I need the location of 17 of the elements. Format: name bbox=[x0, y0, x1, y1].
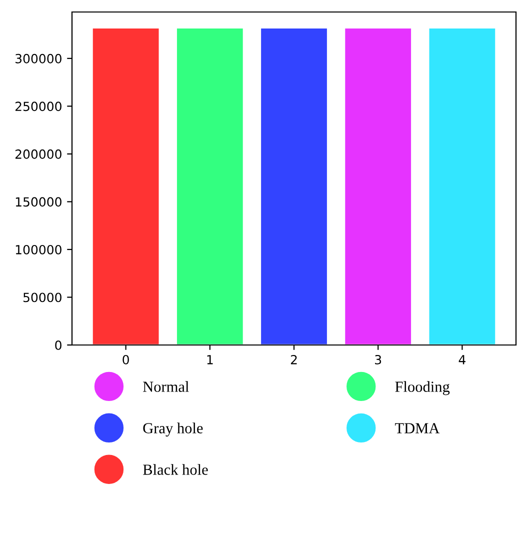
x-tick-label: 1 bbox=[207, 355, 213, 364]
y-tick-label: 100000 bbox=[16, 244, 62, 254]
y-tick-label: 200000 bbox=[15, 149, 62, 159]
y-tick-label: 250000 bbox=[15, 102, 62, 112]
x-tick-label: 0 bbox=[122, 354, 129, 364]
legend-label: TDMA bbox=[395, 423, 440, 434]
y-tick-label: 300000 bbox=[16, 54, 62, 64]
y-tick-label: 150000 bbox=[16, 197, 62, 207]
x-tick-label: 4 bbox=[458, 355, 466, 364]
legend-label: Flooding bbox=[395, 381, 450, 396]
legend-label: Black hole bbox=[143, 464, 208, 475]
y-tick-label: 50000 bbox=[23, 292, 62, 302]
legend-label: Normal bbox=[143, 381, 189, 392]
x-tick-label: 3 bbox=[375, 354, 382, 364]
y-tick-label: 0 bbox=[55, 340, 62, 350]
x-tick-label: 2 bbox=[290, 354, 297, 364]
legend-label: Gray hole bbox=[143, 422, 203, 437]
